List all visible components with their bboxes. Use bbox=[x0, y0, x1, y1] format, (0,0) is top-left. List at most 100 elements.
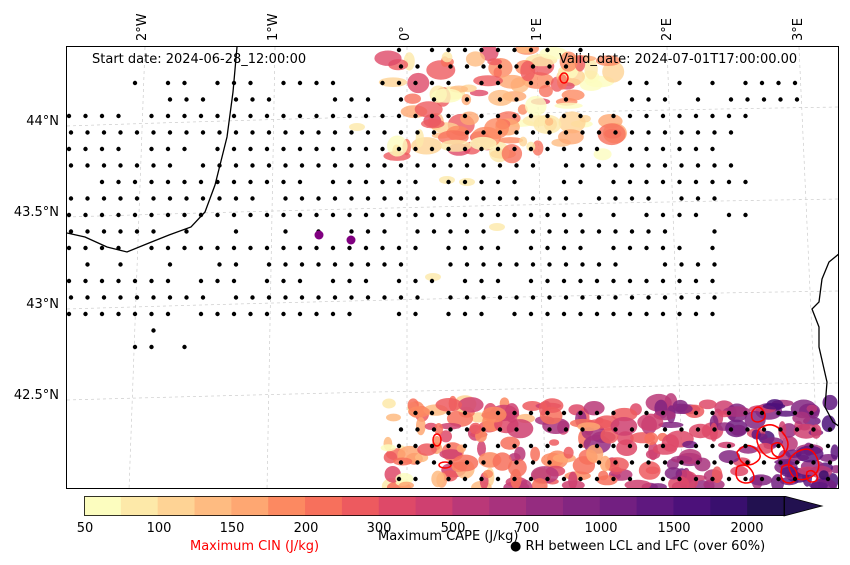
rh-dot bbox=[594, 278, 600, 284]
rh-dot bbox=[215, 278, 220, 284]
rh-dot bbox=[118, 295, 123, 300]
rh-dot bbox=[545, 212, 550, 218]
rh-dot bbox=[330, 179, 336, 185]
rh-dot bbox=[283, 163, 288, 168]
cape-cell bbox=[398, 481, 414, 488]
rh-dot bbox=[67, 311, 72, 317]
rh-dot bbox=[695, 460, 701, 465]
rh-dot bbox=[514, 163, 519, 168]
rh-dot bbox=[712, 196, 717, 201]
rh-dot bbox=[629, 295, 635, 300]
rh-dot bbox=[743, 113, 748, 119]
rh-dot bbox=[198, 278, 204, 284]
rh-dot bbox=[528, 245, 534, 251]
rh-dot bbox=[578, 476, 583, 482]
rh-dot bbox=[743, 410, 748, 416]
cape-cell bbox=[460, 111, 479, 126]
rh-dot bbox=[281, 311, 286, 317]
rh-dot bbox=[495, 80, 501, 86]
rh-dot bbox=[365, 97, 371, 102]
rh-dot bbox=[728, 163, 734, 168]
rh-dot bbox=[545, 443, 550, 449]
rh-dot bbox=[398, 460, 404, 465]
rh-dot bbox=[283, 196, 288, 201]
cape-cell bbox=[489, 223, 505, 231]
colorbar-tick: 50 bbox=[76, 521, 94, 536]
rh-dot bbox=[233, 229, 239, 234]
rh-dot bbox=[281, 212, 286, 218]
rh-dot bbox=[347, 113, 352, 119]
rh-dot bbox=[613, 196, 618, 201]
rh-dot bbox=[314, 245, 319, 251]
cape-cell bbox=[538, 84, 553, 98]
rh-dot bbox=[578, 146, 583, 152]
colorbar-segment bbox=[341, 496, 380, 516]
colorbar-segment bbox=[305, 496, 343, 516]
rh-dot bbox=[67, 113, 72, 119]
rh-dot bbox=[118, 196, 123, 201]
rh-dot bbox=[479, 80, 484, 86]
cin-legend-label: Maximum CIN (J/kg) bbox=[190, 539, 320, 554]
cape-cell bbox=[380, 444, 396, 452]
rh-dot-field bbox=[67, 47, 833, 482]
lon-label: 1°W bbox=[266, 13, 281, 41]
rh-dot bbox=[464, 295, 470, 300]
rh-dot bbox=[149, 311, 154, 317]
lon-label: 2°E bbox=[660, 18, 675, 41]
rh-dot bbox=[660, 212, 666, 218]
rh-dot bbox=[547, 262, 552, 267]
rh-dot bbox=[462, 443, 468, 449]
rh-dot bbox=[382, 295, 387, 300]
cape-cell bbox=[830, 444, 838, 460]
rh-dot bbox=[151, 196, 156, 201]
rh-dot bbox=[662, 130, 668, 135]
rh-dot bbox=[297, 212, 303, 218]
rh-dot bbox=[530, 460, 536, 465]
rh-dot bbox=[712, 427, 717, 432]
cape-cell bbox=[386, 413, 401, 422]
rh-dot bbox=[149, 179, 154, 185]
rh-dot bbox=[662, 163, 668, 168]
rh-dot bbox=[811, 460, 816, 465]
rh-dot bbox=[231, 278, 237, 284]
rh-dot bbox=[528, 47, 534, 53]
rh-dot bbox=[448, 460, 453, 465]
rh-dot bbox=[481, 196, 486, 201]
rh-dot bbox=[497, 64, 503, 69]
lat-label: 43.5°N bbox=[13, 205, 59, 220]
cape-cell bbox=[682, 440, 698, 449]
rh-dot bbox=[446, 476, 451, 482]
rh-dot bbox=[545, 47, 550, 53]
rh-dot bbox=[679, 427, 684, 432]
rh-dot bbox=[596, 130, 602, 135]
rh-dot bbox=[512, 410, 517, 416]
cape-cell bbox=[439, 176, 455, 184]
cape-cell bbox=[407, 72, 430, 94]
rh-dot bbox=[479, 212, 484, 218]
rh-dot bbox=[316, 196, 321, 201]
rh-dot bbox=[233, 130, 239, 135]
rh-dot bbox=[743, 476, 748, 482]
rh-dot bbox=[580, 427, 585, 432]
rh-dot bbox=[660, 146, 666, 152]
rh-dot bbox=[611, 113, 616, 119]
rh-dot bbox=[611, 311, 616, 317]
cape-cell bbox=[425, 273, 441, 281]
rh-dot bbox=[644, 278, 649, 284]
rh-dot bbox=[662, 295, 668, 300]
rh-dot bbox=[332, 196, 338, 201]
rh-dot bbox=[759, 80, 765, 86]
rh-dot bbox=[413, 476, 418, 482]
cape-cell bbox=[568, 471, 578, 488]
rh-dot bbox=[332, 262, 338, 267]
cape-cell bbox=[806, 404, 818, 413]
rh-dot bbox=[446, 113, 451, 119]
rh-dot bbox=[380, 179, 385, 185]
rh-dot bbox=[547, 64, 552, 69]
cape-cell bbox=[469, 136, 497, 151]
rh-dot bbox=[495, 47, 501, 53]
rh-dot bbox=[266, 262, 272, 267]
rh-dot bbox=[132, 179, 138, 185]
rh-dot bbox=[693, 146, 699, 152]
rh-dot bbox=[167, 295, 173, 300]
